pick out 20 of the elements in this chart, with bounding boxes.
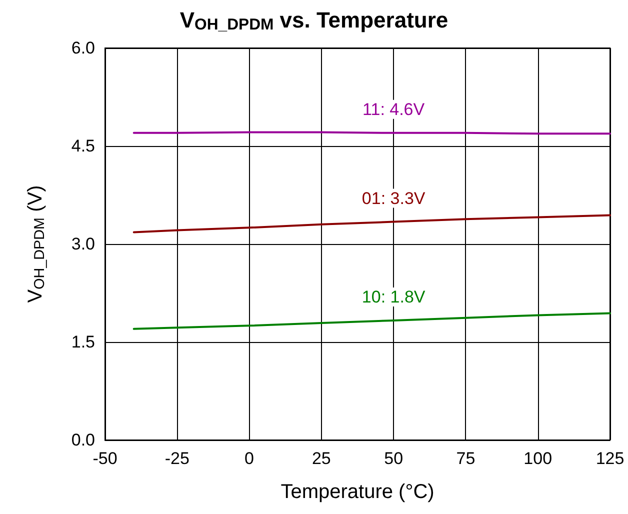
y-tick-label: 1.5 (71, 332, 95, 352)
x-tick-label: 125 (596, 449, 624, 468)
series-label: 11: 4.6V (362, 100, 426, 119)
x-tick-label: 0 (244, 449, 254, 468)
x-tick-label: 75 (456, 449, 476, 468)
series-label: 01: 3.3V (362, 188, 426, 208)
y-tick-label: 0.0 (71, 430, 95, 450)
y-axis-title: VOH_DPDM (V) (24, 185, 48, 303)
y-tick-label: 6.0 (71, 38, 95, 58)
x-tick-label: 50 (384, 449, 404, 468)
x-tick-label: 25 (312, 449, 331, 468)
x-tick-label: -50 (92, 449, 118, 468)
x-tick-label: 100 (524, 449, 552, 468)
y-tick-label: 4.5 (71, 136, 95, 156)
x-tick-label: -25 (164, 449, 190, 468)
x-axis-title: Temperature (°C) (280, 481, 434, 503)
series-label: 10: 1.8V (362, 287, 426, 306)
line-series (132, 214, 611, 234)
y-tick-label: 3.0 (71, 234, 95, 254)
line-series (132, 312, 611, 330)
